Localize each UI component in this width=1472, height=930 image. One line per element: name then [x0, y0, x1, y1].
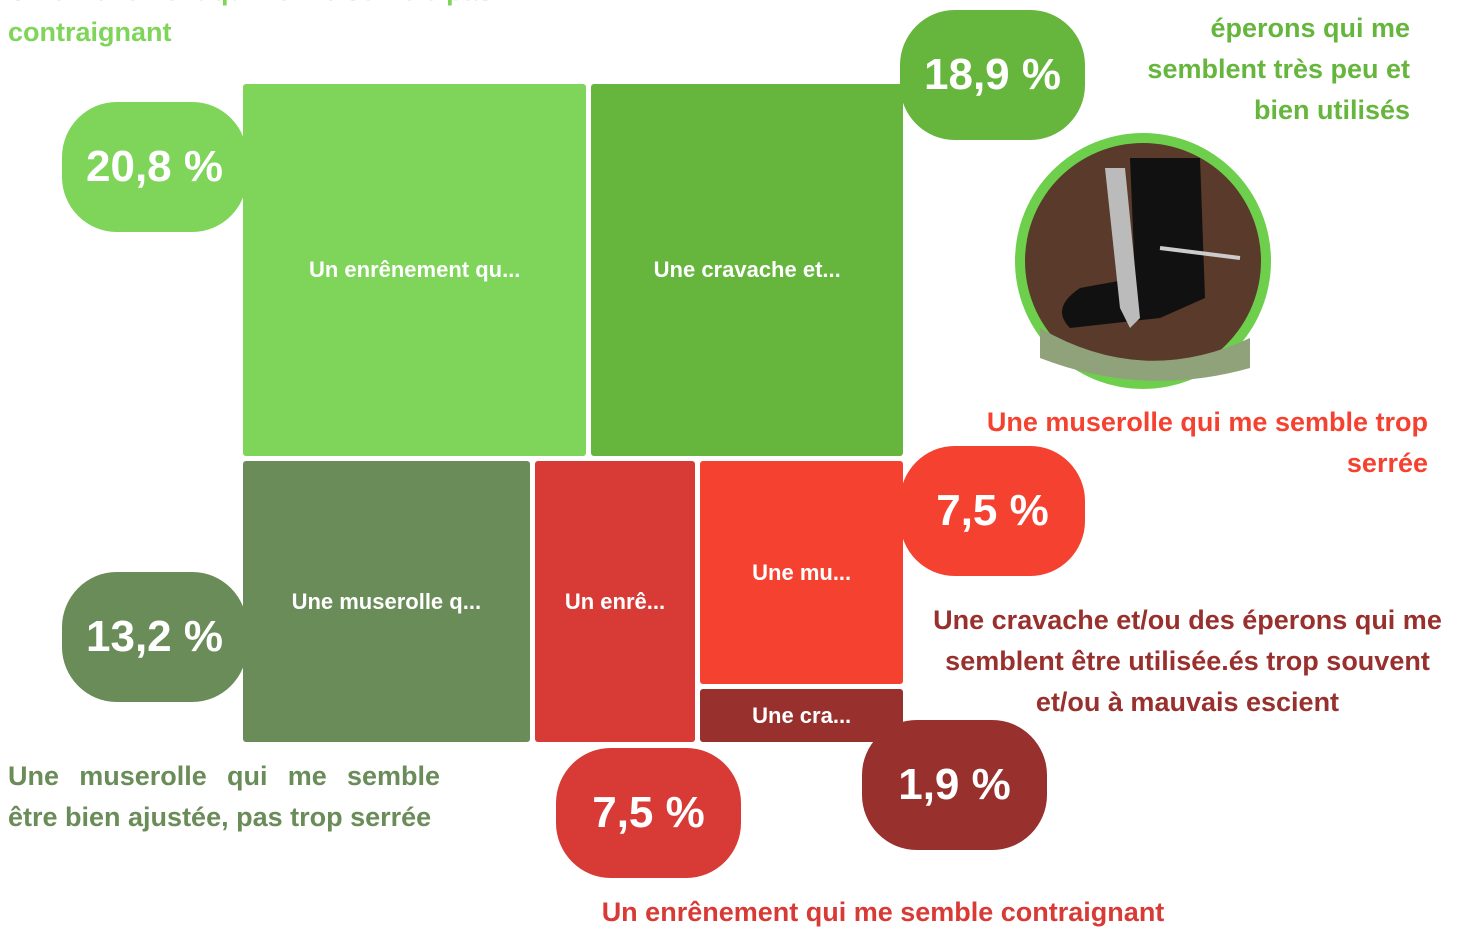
- annotation: Une cravache et/ou des éperons qui me se…: [1108, 0, 1410, 125]
- annotation: Une cravache et/ou des éperons qui me se…: [933, 605, 1442, 717]
- photo: [1015, 133, 1271, 389]
- value-bubble: 7,5 %: [556, 748, 741, 878]
- cell-label: Une mu...: [752, 559, 852, 585]
- annotation: Un enrênement qui me semble contraignant: [601, 897, 1165, 927]
- value-bubble: 7,5 %: [900, 446, 1085, 576]
- annotation: Une muserolle qui me semble trop serrée: [986, 407, 1428, 478]
- treemap-cell: Une cravache et...: [591, 84, 903, 457]
- treemap-cell: Une mu...: [700, 461, 903, 685]
- treemap-cell: Un enrênement qu...: [243, 84, 587, 457]
- cell-label: Un enrê...: [564, 588, 666, 614]
- treemap-cell: Une cra...: [700, 689, 903, 742]
- value-bubble: 13,2 %: [62, 572, 247, 702]
- value-bubble: 18,9 %: [900, 10, 1085, 140]
- cell-label: Un enrênement qu...: [308, 257, 521, 283]
- treemap-cell: Une muserolle q...: [243, 461, 530, 742]
- value-bubble: 20,8 %: [62, 102, 247, 232]
- value-bubble: 1,9 %: [862, 720, 1047, 850]
- cell-label: Une cra...: [752, 702, 852, 728]
- annotation: Une muserolle qui me semble être bien aj…: [8, 761, 440, 832]
- treemap-cell: Un enrê...: [534, 461, 696, 742]
- cell-label: Une muserolle q...: [291, 588, 482, 614]
- annotation: Un enrênement qui ne me semble pas contr…: [8, 0, 493, 47]
- cell-label: Une cravache et...: [653, 257, 841, 283]
